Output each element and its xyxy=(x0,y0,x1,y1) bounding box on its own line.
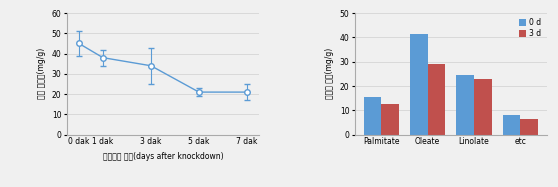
Y-axis label: 지방산 함량(mg/g): 지방산 함량(mg/g) xyxy=(325,48,334,99)
Bar xyxy=(410,34,427,135)
Bar xyxy=(456,75,474,135)
Bar xyxy=(474,79,492,135)
Bar xyxy=(364,97,381,135)
Bar xyxy=(521,119,538,135)
Bar xyxy=(503,115,521,135)
X-axis label: 유성생식 유도(days after knockdown): 유성생식 유도(days after knockdown) xyxy=(103,152,223,161)
Legend: 0 d, 3 d: 0 d, 3 d xyxy=(517,17,543,39)
Bar xyxy=(381,104,399,135)
Bar xyxy=(427,64,445,135)
Y-axis label: 전체 지질량(mg/g): 전체 지질량(mg/g) xyxy=(37,48,46,99)
